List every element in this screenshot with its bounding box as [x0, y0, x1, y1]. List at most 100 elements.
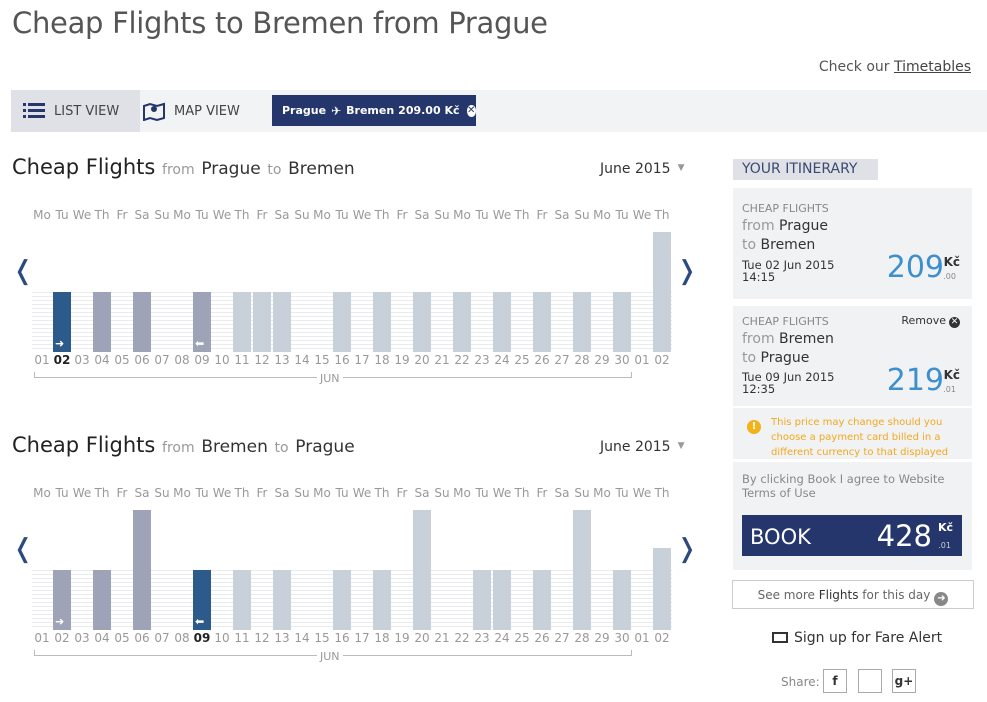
see-more-flights-button[interactable]: See more Flights for this day ➜ [732, 580, 974, 609]
price-bar[interactable] [253, 292, 271, 352]
price-bar[interactable] [133, 292, 151, 352]
leg-price: 209 [886, 250, 944, 285]
inbound-month-select[interactable]: June 2015 ▼ [600, 439, 685, 455]
price-bar[interactable] [493, 292, 511, 352]
arrow-right-icon: ➜ [55, 337, 65, 350]
weekday-label: Tu [475, 486, 489, 500]
timetables-link[interactable]: Timetables [893, 59, 971, 75]
day-number: 26 [534, 353, 550, 367]
weekday-label: Tu [475, 208, 489, 222]
remove-button[interactable]: Remove ✕ [901, 314, 960, 328]
day-number: 22 [454, 631, 470, 645]
day-number: 25 [514, 353, 530, 367]
outbound-month-select[interactable]: June 2015 ▼ [600, 161, 685, 177]
fare-alert-link[interactable]: Sign up for Fare Alert [772, 630, 942, 646]
weekday-label: Sa [134, 208, 150, 222]
weekday-label: Th [234, 208, 250, 222]
price-bar[interactable] [613, 570, 631, 630]
price-bar[interactable] [333, 292, 351, 352]
close-icon[interactable]: ✕ [466, 104, 476, 117]
month-tick-label: JUN [317, 372, 343, 385]
month-tick-label: JUN [317, 650, 343, 663]
price-bar[interactable]: ⬅ [193, 292, 211, 352]
day-number: 24 [494, 353, 510, 367]
map-view-label: MAP VIEW [174, 103, 240, 119]
weekday-label: Fr [396, 486, 408, 500]
weekday-label: Th [374, 208, 390, 222]
list-icon [23, 103, 45, 118]
weekday-label: We [72, 486, 92, 500]
price-bar[interactable] [373, 292, 391, 352]
weekday-label: Mo [173, 208, 191, 222]
day-number: 03 [74, 353, 90, 367]
price-bar[interactable] [273, 570, 291, 630]
price-bar[interactable] [533, 292, 551, 352]
price-bar[interactable] [573, 292, 591, 352]
price-bar[interactable] [413, 292, 431, 352]
day-number: 01 [34, 631, 50, 645]
day-number: 17 [354, 631, 370, 645]
day-number: 27 [554, 353, 570, 367]
day-number: 27 [554, 631, 570, 645]
day-number: 09 [193, 631, 211, 645]
price-bar[interactable] [453, 292, 471, 352]
day-number: 23 [474, 353, 490, 367]
weekday-label: Su [154, 208, 170, 222]
price-bar[interactable] [653, 548, 671, 630]
price-bar[interactable] [233, 292, 251, 352]
price-bar[interactable] [93, 292, 111, 352]
price-bar[interactable] [133, 510, 151, 630]
price-bar[interactable]: ➜ [53, 292, 71, 352]
price-bar[interactable] [373, 570, 391, 630]
price-bar[interactable] [273, 292, 291, 352]
twitter-share-icon[interactable] [858, 669, 882, 693]
weekday-label: Sa [554, 486, 570, 500]
share-label: Share: [781, 675, 820, 689]
day-number: 29 [594, 631, 610, 645]
inbound-prev-arrow[interactable]: ❬ [12, 534, 34, 564]
weekday-label: Tu [195, 486, 209, 500]
day-number: 09 [194, 353, 210, 367]
weekday-label: Mo [173, 486, 191, 500]
inbound-title: Cheap Flights from Bremen to Prague [12, 433, 355, 457]
leg-price: 219 [886, 363, 944, 398]
price-bar[interactable] [533, 570, 551, 630]
weekday-label: We [492, 208, 512, 222]
weekday-label: We [352, 486, 372, 500]
weekday-label: Sa [274, 208, 290, 222]
day-number: 12 [254, 631, 270, 645]
price-bar[interactable] [333, 570, 351, 630]
route-chip[interactable]: Prague ✈ Bremen 209.00 Kč ✕ [272, 95, 476, 126]
outbound-prev-arrow[interactable]: ❬ [12, 256, 34, 286]
arrow-right-icon: ➜ [55, 615, 65, 628]
arrow-left-icon: ⬅ [195, 615, 205, 628]
price-bar[interactable] [413, 510, 431, 630]
price-bar[interactable]: ⬅ [193, 570, 211, 630]
weekday-label: Tu [335, 486, 349, 500]
price-bar[interactable] [233, 570, 251, 630]
book-button[interactable]: BOOK 428 Kč .01 [742, 515, 962, 556]
outbound-next-arrow[interactable]: ❭ [676, 256, 698, 286]
weekday-label: Tu [335, 208, 349, 222]
day-number: 17 [354, 353, 370, 367]
day-number: 22 [454, 353, 470, 367]
price-bar[interactable] [473, 570, 491, 630]
list-view-label: LIST VIEW [54, 103, 120, 119]
list-view-button[interactable]: LIST VIEW [11, 90, 140, 132]
weekday-label: Mo [33, 208, 51, 222]
map-view-button[interactable]: MAP VIEW [140, 90, 250, 132]
facebook-share-icon[interactable]: f [823, 669, 847, 693]
price-bar[interactable] [613, 292, 631, 352]
weekday-label: Tu [615, 208, 629, 222]
price-bar[interactable]: ➜ [53, 570, 71, 630]
price-bar[interactable] [573, 510, 591, 630]
inbound-next-arrow[interactable]: ❭ [676, 534, 698, 564]
itinerary-leg-outbound: CHEAP FLIGHTS from Prague to Bremen Tue … [733, 188, 972, 299]
day-number: 04 [94, 353, 110, 367]
price-bar[interactable] [653, 232, 671, 352]
weekday-label: Sa [274, 486, 290, 500]
price-bar[interactable] [93, 570, 111, 630]
day-number: 02 [654, 353, 670, 367]
price-bar[interactable] [493, 570, 511, 630]
googleplus-share-icon[interactable]: g+ [892, 669, 916, 693]
